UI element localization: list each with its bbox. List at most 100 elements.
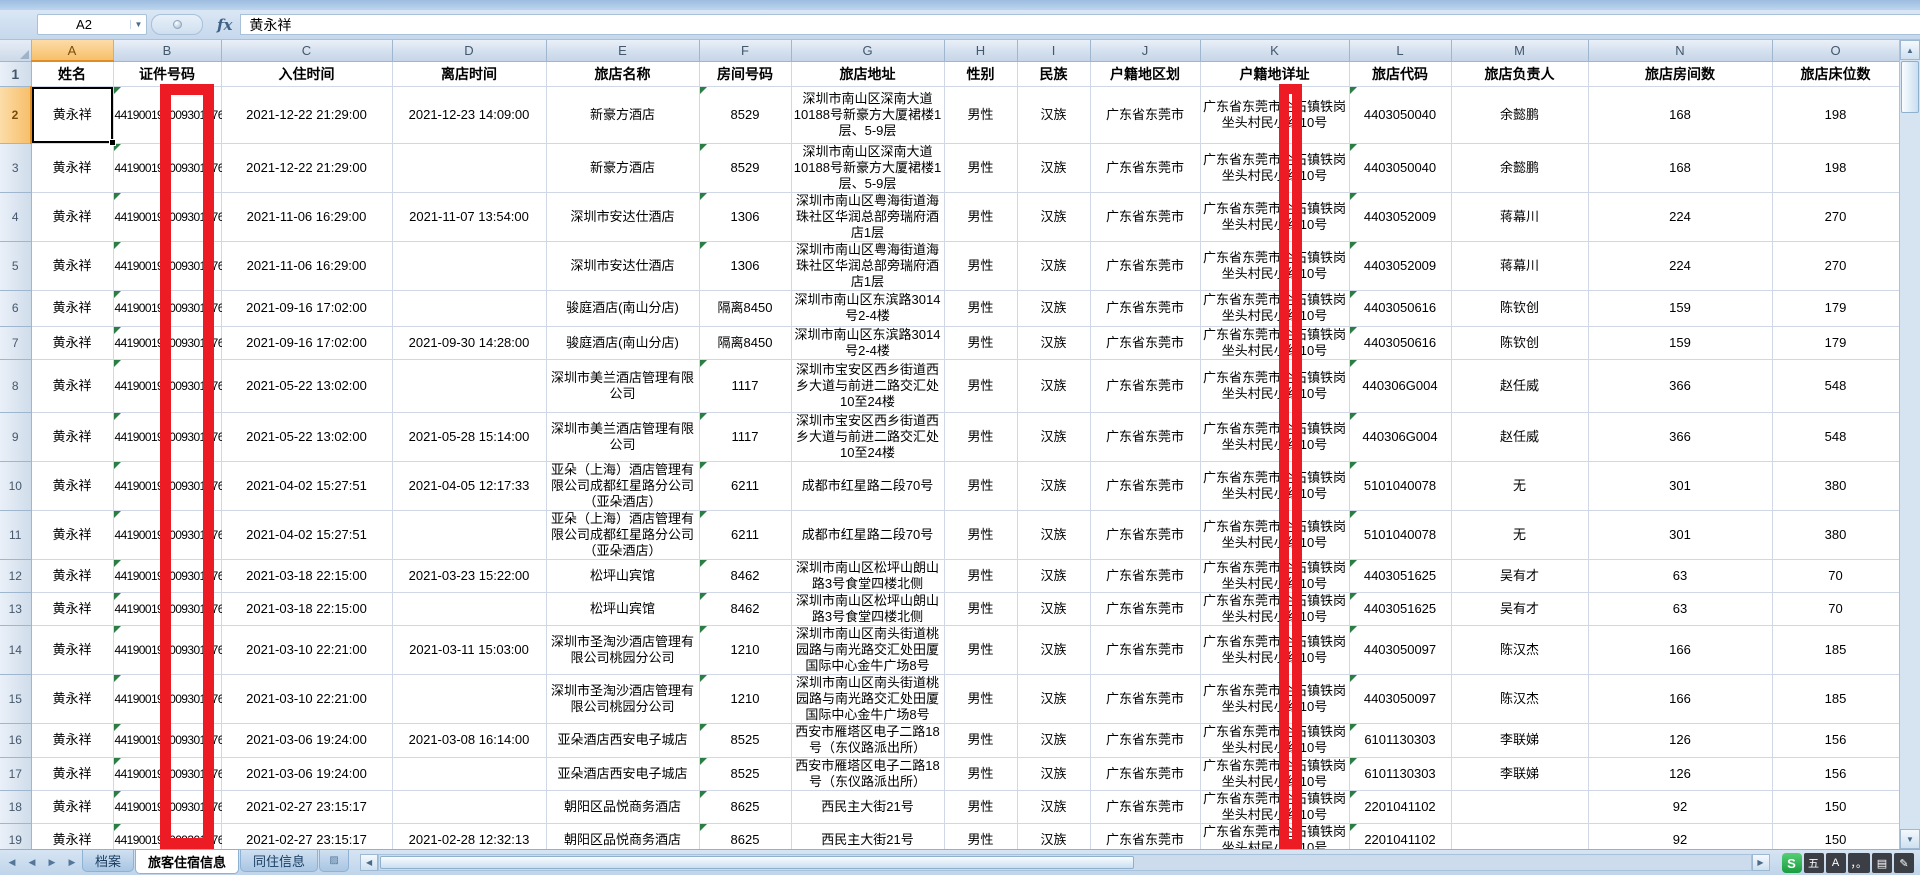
cell-N3[interactable]: 168 <box>1588 143 1773 193</box>
cell-C17[interactable]: 2021-03-06 19:24:00 <box>221 757 393 791</box>
cell-O18[interactable]: 150 <box>1772 790 1900 824</box>
cell-H1[interactable]: 性别 <box>944 61 1018 87</box>
cell-D8[interactable] <box>392 359 547 413</box>
tab-guest-lodging-info[interactable]: 旅客住宿信息 <box>135 850 240 874</box>
cell-D3[interactable] <box>392 143 547 193</box>
cell-O19[interactable]: 150 <box>1772 823 1900 849</box>
cell-C1[interactable]: 入住时间 <box>221 61 393 87</box>
cell-A6[interactable]: 黄永祥 <box>31 290 114 327</box>
name-box-dropdown-icon[interactable]: ▼ <box>130 20 146 29</box>
cell-E3[interactable]: 新豪方酒店 <box>546 143 700 193</box>
cell-K11[interactable]: 广东省东莞市企石镇铁岗坐头村民小组10号 <box>1200 510 1350 560</box>
cell-A7[interactable]: 黄永祥 <box>31 326 114 360</box>
column-header-K[interactable]: K <box>1200 40 1350 62</box>
cell-H18[interactable]: 男性 <box>944 790 1018 824</box>
cell-H14[interactable]: 男性 <box>944 625 1018 675</box>
cell-M15[interactable]: 陈汉杰 <box>1451 674 1589 724</box>
cell-E19[interactable]: 朝阳区品悦商务酒店 <box>546 823 700 849</box>
row-header-15[interactable]: 15 <box>0 674 32 724</box>
row-header-12[interactable]: 12 <box>0 559 32 593</box>
cell-N17[interactable]: 126 <box>1588 757 1773 791</box>
cell-A19[interactable]: 黄永祥 <box>31 823 114 849</box>
cell-F3[interactable]: 8529 <box>699 143 792 193</box>
cell-N19[interactable]: 92 <box>1588 823 1773 849</box>
cell-D13[interactable] <box>392 592 547 626</box>
cell-F14[interactable]: 1210 <box>699 625 792 675</box>
cell-I19[interactable]: 汉族 <box>1017 823 1091 849</box>
cell-O11[interactable]: 380 <box>1772 510 1900 560</box>
cell-O17[interactable]: 156 <box>1772 757 1900 791</box>
cell-C4[interactable]: 2021-11-06 16:29:00 <box>221 192 393 242</box>
cell-D12[interactable]: 2021-03-23 15:22:00 <box>392 559 547 593</box>
cell-D5[interactable] <box>392 241 547 291</box>
cell-G8[interactable]: 深圳市宝安区西乡街道西乡大道与前进二路交汇处10至24楼 <box>791 359 945 413</box>
cell-L11[interactable]: 5101040078 <box>1349 510 1452 560</box>
cell-J8[interactable]: 广东省东莞市 <box>1090 359 1201 413</box>
cell-F17[interactable]: 8525 <box>699 757 792 791</box>
cell-I11[interactable]: 汉族 <box>1017 510 1091 560</box>
cell-M11[interactable]: 无 <box>1451 510 1589 560</box>
cell-M1[interactable]: 旅店负责人 <box>1451 61 1589 87</box>
cell-M9[interactable]: 赵任威 <box>1451 412 1589 462</box>
column-header-A[interactable]: A <box>31 40 114 62</box>
cell-K19[interactable]: 广东省东莞市企石镇铁岗坐头村民小组10号 <box>1200 823 1350 849</box>
cell-L13[interactable]: 4403051625 <box>1349 592 1452 626</box>
cell-O6[interactable]: 179 <box>1772 290 1900 327</box>
cell-K7[interactable]: 广东省东莞市企石镇铁岗坐头村民小组10号 <box>1200 326 1350 360</box>
cell-C7[interactable]: 2021-09-16 17:02:00 <box>221 326 393 360</box>
cell-E12[interactable]: 松坪山宾馆 <box>546 559 700 593</box>
cell-A13[interactable]: 黄永祥 <box>31 592 114 626</box>
cell-H10[interactable]: 男性 <box>944 461 1018 511</box>
cell-J5[interactable]: 广东省东莞市 <box>1090 241 1201 291</box>
cell-M14[interactable]: 陈汉杰 <box>1451 625 1589 675</box>
column-header-C[interactable]: C <box>221 40 393 62</box>
cell-O1[interactable]: 旅店床位数 <box>1772 61 1900 87</box>
cell-J7[interactable]: 广东省东莞市 <box>1090 326 1201 360</box>
cell-N9[interactable]: 366 <box>1588 412 1773 462</box>
cell-H15[interactable]: 男性 <box>944 674 1018 724</box>
column-header-N[interactable]: N <box>1588 40 1773 62</box>
previous-sheet-button[interactable]: ◀ <box>28 857 36 867</box>
cell-L17[interactable]: 6101130303 <box>1349 757 1452 791</box>
column-header-D[interactable]: D <box>392 40 547 62</box>
cell-L5[interactable]: 4403052009 <box>1349 241 1452 291</box>
cell-O2[interactable]: 198 <box>1772 86 1900 144</box>
cell-K9[interactable]: 广东省东莞市企石镇铁岗坐头村民小组10号 <box>1200 412 1350 462</box>
column-header-B[interactable]: B <box>113 40 222 62</box>
cell-I16[interactable]: 汉族 <box>1017 723 1091 758</box>
cell-L14[interactable]: 4403050097 <box>1349 625 1452 675</box>
cell-M5[interactable]: 蒋幕川 <box>1451 241 1589 291</box>
cell-A14[interactable]: 黄永祥 <box>31 625 114 675</box>
cell-E15[interactable]: 深圳市圣淘沙酒店管理有限公司桃园分公司 <box>546 674 700 724</box>
tab-cohabitant-info[interactable]: 同住信息 <box>240 850 319 872</box>
cell-K3[interactable]: 广东省东莞市企石镇铁岗坐头村民小组10号 <box>1200 143 1350 193</box>
cell-I13[interactable]: 汉族 <box>1017 592 1091 626</box>
cell-H7[interactable]: 男性 <box>944 326 1018 360</box>
cell-K13[interactable]: 广东省东莞市企石镇铁岗坐头村民小组10号 <box>1200 592 1350 626</box>
cell-E4[interactable]: 深圳市安达仕酒店 <box>546 192 700 242</box>
cell-O4[interactable]: 270 <box>1772 192 1900 242</box>
cell-E8[interactable]: 深圳市美兰酒店管理有限公司 <box>546 359 700 413</box>
cell-A8[interactable]: 黄永祥 <box>31 359 114 413</box>
column-header-F[interactable]: F <box>699 40 792 62</box>
cell-K1[interactable]: 户籍地详址 <box>1200 61 1350 87</box>
scroll-up-button[interactable]: ▲ <box>1900 40 1920 60</box>
cell-D4[interactable]: 2021-11-07 13:54:00 <box>392 192 547 242</box>
cell-G11[interactable]: 成都市红星路二段70号 <box>791 510 945 560</box>
cell-N14[interactable]: 166 <box>1588 625 1773 675</box>
cell-E7[interactable]: 骏庭酒店(南山分店) <box>546 326 700 360</box>
cell-F13[interactable]: 8462 <box>699 592 792 626</box>
cell-O13[interactable]: 70 <box>1772 592 1900 626</box>
cell-L1[interactable]: 旅店代码 <box>1349 61 1452 87</box>
row-header-13[interactable]: 13 <box>0 592 32 626</box>
cell-K18[interactable]: 广东省东莞市企石镇铁岗坐头村民小组10号 <box>1200 790 1350 824</box>
cell-F9[interactable]: 1117 <box>699 412 792 462</box>
cell-G14[interactable]: 深圳市南山区南头街道桃园路与南光路交汇处田厦国际中心金牛广场8号 <box>791 625 945 675</box>
column-header-J[interactable]: J <box>1090 40 1201 62</box>
cell-D15[interactable] <box>392 674 547 724</box>
cell-E13[interactable]: 松坪山宾馆 <box>546 592 700 626</box>
cell-F18[interactable]: 8625 <box>699 790 792 824</box>
cell-G12[interactable]: 深圳市南山区松坪山朗山路3号食堂四楼北侧 <box>791 559 945 593</box>
cell-D9[interactable]: 2021-05-28 15:14:00 <box>392 412 547 462</box>
cell-I6[interactable]: 汉族 <box>1017 290 1091 327</box>
